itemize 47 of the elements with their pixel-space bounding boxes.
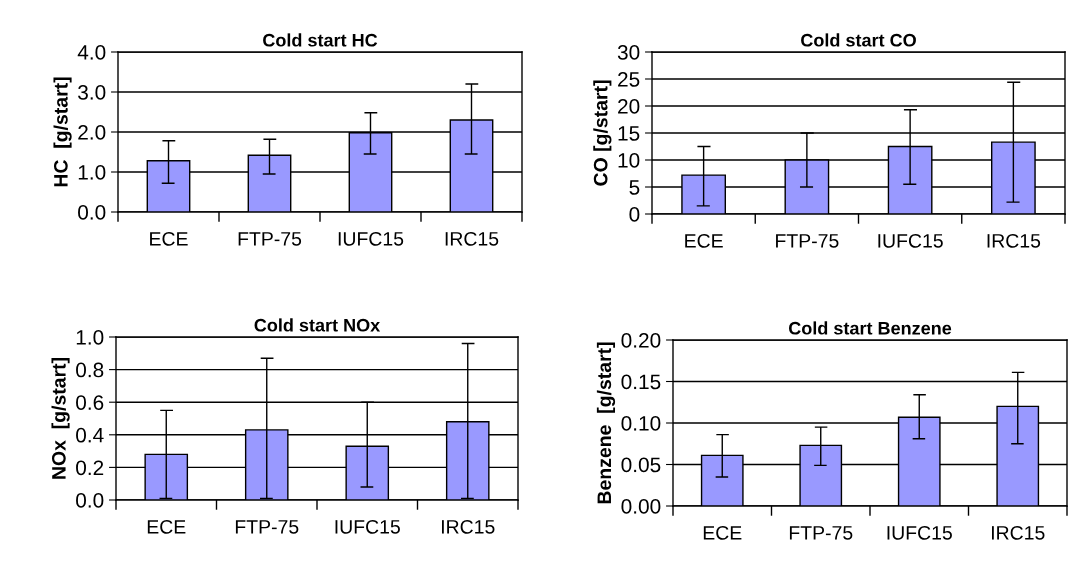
x-tick-label: FTP-75 <box>776 234 839 248</box>
y-tick-label: 1.0 <box>76 330 104 345</box>
y-axis-title: HC [g/start] <box>53 77 72 187</box>
x-tick-label: FTP-75 <box>789 526 853 540</box>
y-tick-label: 0 <box>629 207 640 222</box>
chart-title: Cold start CO <box>801 33 916 47</box>
y-tick-label: 0.0 <box>78 205 106 220</box>
y-tick-label: 4.0 <box>77 45 106 60</box>
y-tick-label: 5 <box>629 180 640 195</box>
x-tick-label: IRC15 <box>445 231 499 246</box>
x-tick-label: ECE <box>147 519 186 534</box>
x-tick-label: IRC15 <box>987 233 1041 248</box>
x-tick-label: IRC15 <box>441 519 495 534</box>
y-tick-label: 3.0 <box>78 85 106 100</box>
y-tick-label: 2.0 <box>78 125 106 140</box>
y-tick-label: 15 <box>618 126 640 141</box>
y-tick-label: 10 <box>618 153 640 168</box>
y-tick-label: 0.20 <box>621 333 661 348</box>
y-tick-label: 0.05 <box>621 457 661 473</box>
x-tick-label: ECE <box>685 233 723 248</box>
x-tick-label: IUFC15 <box>887 525 952 540</box>
y-tick-label: 20 <box>618 99 640 114</box>
y-axis-title: CO [g/start] <box>593 80 612 186</box>
y-tick-label: 1.0 <box>78 165 106 180</box>
y-tick-label: 0.4 <box>76 427 104 443</box>
y-tick-label: 0.10 <box>621 416 661 431</box>
y-tick-label: 30 <box>617 45 640 60</box>
chart-title: Cold start HC <box>263 33 378 47</box>
y-tick-label: 0.2 <box>76 460 104 476</box>
x-tick-label: ECE <box>150 231 188 246</box>
y-tick-label: 0.00 <box>621 499 661 514</box>
x-tick-label: IUFC15 <box>338 231 404 246</box>
y-tick-label: 0.6 <box>76 395 104 410</box>
x-tick-label: IRC15 <box>991 525 1045 540</box>
y-axis-title: Benzene [g/start] <box>596 342 616 504</box>
x-tick-label: IUFC15 <box>878 233 943 248</box>
x-tick-label: FTP-75 <box>235 520 299 534</box>
x-tick-label: FTP-75 <box>238 232 302 246</box>
y-tick-label: 25 <box>618 72 640 87</box>
chart-title: Cold start Benzene <box>788 321 952 335</box>
y-tick-label: 0.0 <box>76 493 104 508</box>
y-axis-title: NOx [g/start] <box>51 358 70 479</box>
x-tick-label: ECE <box>703 525 742 540</box>
x-tick-label: IUFC15 <box>335 519 400 534</box>
y-tick-label: 0.8 <box>76 362 104 378</box>
chart-title: Cold start NOx <box>254 318 381 332</box>
y-tick-label: 0.15 <box>621 374 661 390</box>
